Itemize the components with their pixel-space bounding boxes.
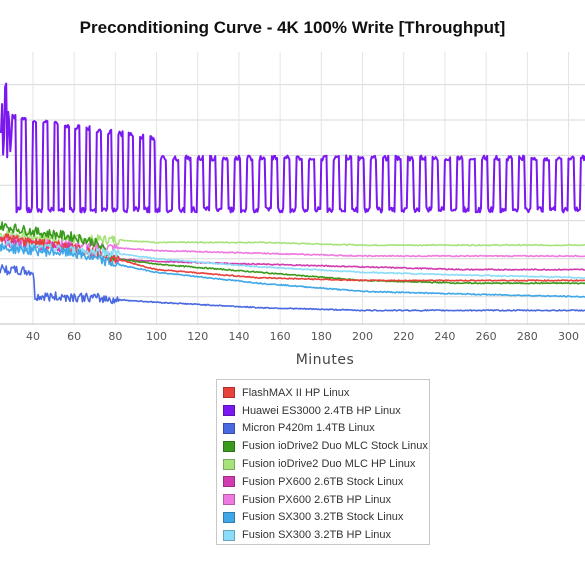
legend-swatch xyxy=(223,387,235,399)
legend-item[interactable]: Fusion SX300 3.2TB HP Linux xyxy=(223,526,429,544)
legend-label: Fusion PX600 2.6TB HP Linux xyxy=(242,493,391,506)
x-axis-title: Minutes xyxy=(296,352,355,368)
legend-swatch xyxy=(223,440,235,452)
x-tick-label: 120 xyxy=(187,330,208,343)
legend-item[interactable]: Fusion ioDrive2 Duo MLC HP Linux xyxy=(223,455,429,473)
legend-swatch xyxy=(223,511,235,523)
legend-item[interactable]: Fusion PX600 2.6TB Stock Linux xyxy=(223,473,429,491)
legend-swatch xyxy=(223,529,235,541)
legend-swatch xyxy=(223,494,235,506)
x-tick-label: 220 xyxy=(393,330,414,343)
x-tick-label: 40 xyxy=(26,330,40,343)
series-line xyxy=(0,264,585,312)
chart-title: Preconditioning Curve - 4K 100% Write [T… xyxy=(79,18,506,37)
x-tick-label: 80 xyxy=(108,330,122,343)
series-line xyxy=(0,82,585,214)
legend-label: Micron P420m 1.4TB Linux xyxy=(242,422,375,435)
series-line xyxy=(0,240,585,279)
legend-label: Fusion SX300 3.2TB Stock Linux xyxy=(242,511,404,524)
x-tick-label: 260 xyxy=(476,330,497,343)
legend-swatch xyxy=(223,458,235,470)
legend-label: Fusion SX300 3.2TB HP Linux xyxy=(242,529,391,542)
x-tick-label: 140 xyxy=(228,330,249,343)
x-tick-label: 60 xyxy=(67,330,81,343)
legend-label: Fusion PX600 2.6TB Stock Linux xyxy=(242,475,404,488)
legend-label: Huawei ES3000 2.4TB HP Linux xyxy=(242,404,401,417)
x-tick-label: 180 xyxy=(311,330,332,343)
series-line xyxy=(0,221,585,285)
legend-label: Fusion ioDrive2 Duo MLC Stock Linux xyxy=(242,440,428,453)
x-tick-label: 300 xyxy=(558,330,579,343)
legend-swatch xyxy=(223,405,235,417)
series-line xyxy=(0,233,585,282)
series-layer xyxy=(0,82,585,312)
legend-item[interactable]: Fusion ioDrive2 Duo MLC Stock Linux xyxy=(223,437,429,455)
legend-item[interactable]: Fusion PX600 2.6TB HP Linux xyxy=(223,491,429,509)
legend-label: Fusion ioDrive2 Duo MLC HP Linux xyxy=(242,458,416,471)
series-line xyxy=(0,230,585,247)
legend-swatch xyxy=(223,422,235,434)
legend-item[interactable]: Micron P420m 1.4TB Linux xyxy=(223,420,429,438)
series-line xyxy=(0,242,585,298)
x-axis: 40 60 80 100 120 140 160 180 200 220 240 260 280 300 xyxy=(26,330,579,343)
legend-item[interactable]: Huawei ES3000 2.4TB HP Linux xyxy=(223,402,429,420)
x-tick-label: 160 xyxy=(270,330,291,343)
x-tick-label: 240 xyxy=(434,330,455,343)
x-tick-label: 100 xyxy=(146,330,167,343)
legend-item[interactable]: FlashMAX II HP Linux xyxy=(223,384,429,402)
x-tick-label: 280 xyxy=(517,330,538,343)
legend-swatch xyxy=(223,476,235,488)
legend-label: FlashMAX II HP Linux xyxy=(242,386,350,399)
x-tick-label: 200 xyxy=(352,330,373,343)
legend-item[interactable]: Fusion SX300 3.2TB Stock Linux xyxy=(223,509,429,527)
legend: FlashMAX II HP Linux Huawei ES3000 2.4TB … xyxy=(216,379,430,545)
